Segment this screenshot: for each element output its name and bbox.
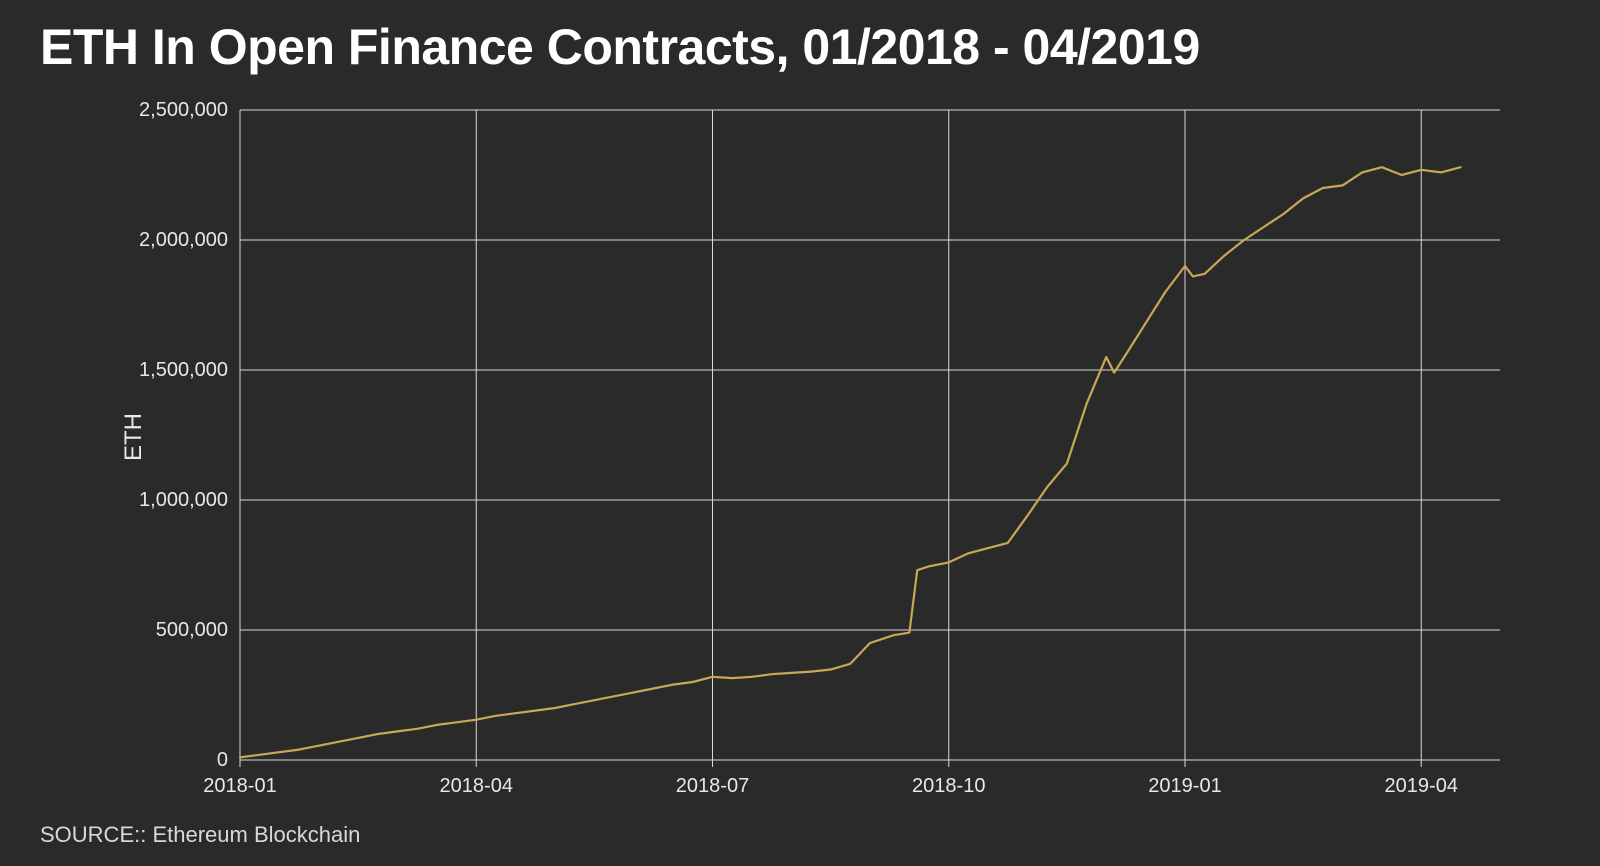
chart-title: ETH In Open Finance Contracts, 01/2018 -…	[40, 20, 1560, 75]
eth-series-line	[240, 167, 1461, 757]
y-tick-label: 1,500,000	[139, 359, 228, 381]
line-chart-svg: 0 500,000 1,000,000 1,500,000 2,000,000 2,500…	[120, 100, 1540, 820]
y-tick-label: 500,000	[156, 619, 228, 641]
x-tick-label: 2019-01	[1148, 775, 1221, 797]
x-tick-label: 2018-07	[676, 775, 749, 797]
y-tick-label: 0	[217, 749, 228, 771]
x-tick-label: 2018-01	[203, 775, 276, 797]
plot-area: 0 500,000 1,000,000 1,500,000 2,000,000 2,500…	[120, 100, 1540, 806]
x-tick-label: 2019-04	[1385, 775, 1458, 797]
chart-container: ETH In Open Finance Contracts, 01/2018 -…	[0, 0, 1600, 866]
source-caption: SOURCE:: Ethereum Blockchain	[40, 822, 360, 848]
x-tick-label: 2018-10	[912, 775, 985, 797]
y-tick-label: 1,000,000	[139, 489, 228, 511]
y-tick-label: 2,000,000	[139, 229, 228, 251]
y-axis-label: ETH	[120, 413, 148, 461]
x-tick-label: 2018-04	[440, 775, 513, 797]
y-tick-label: 2,500,000	[139, 100, 228, 121]
